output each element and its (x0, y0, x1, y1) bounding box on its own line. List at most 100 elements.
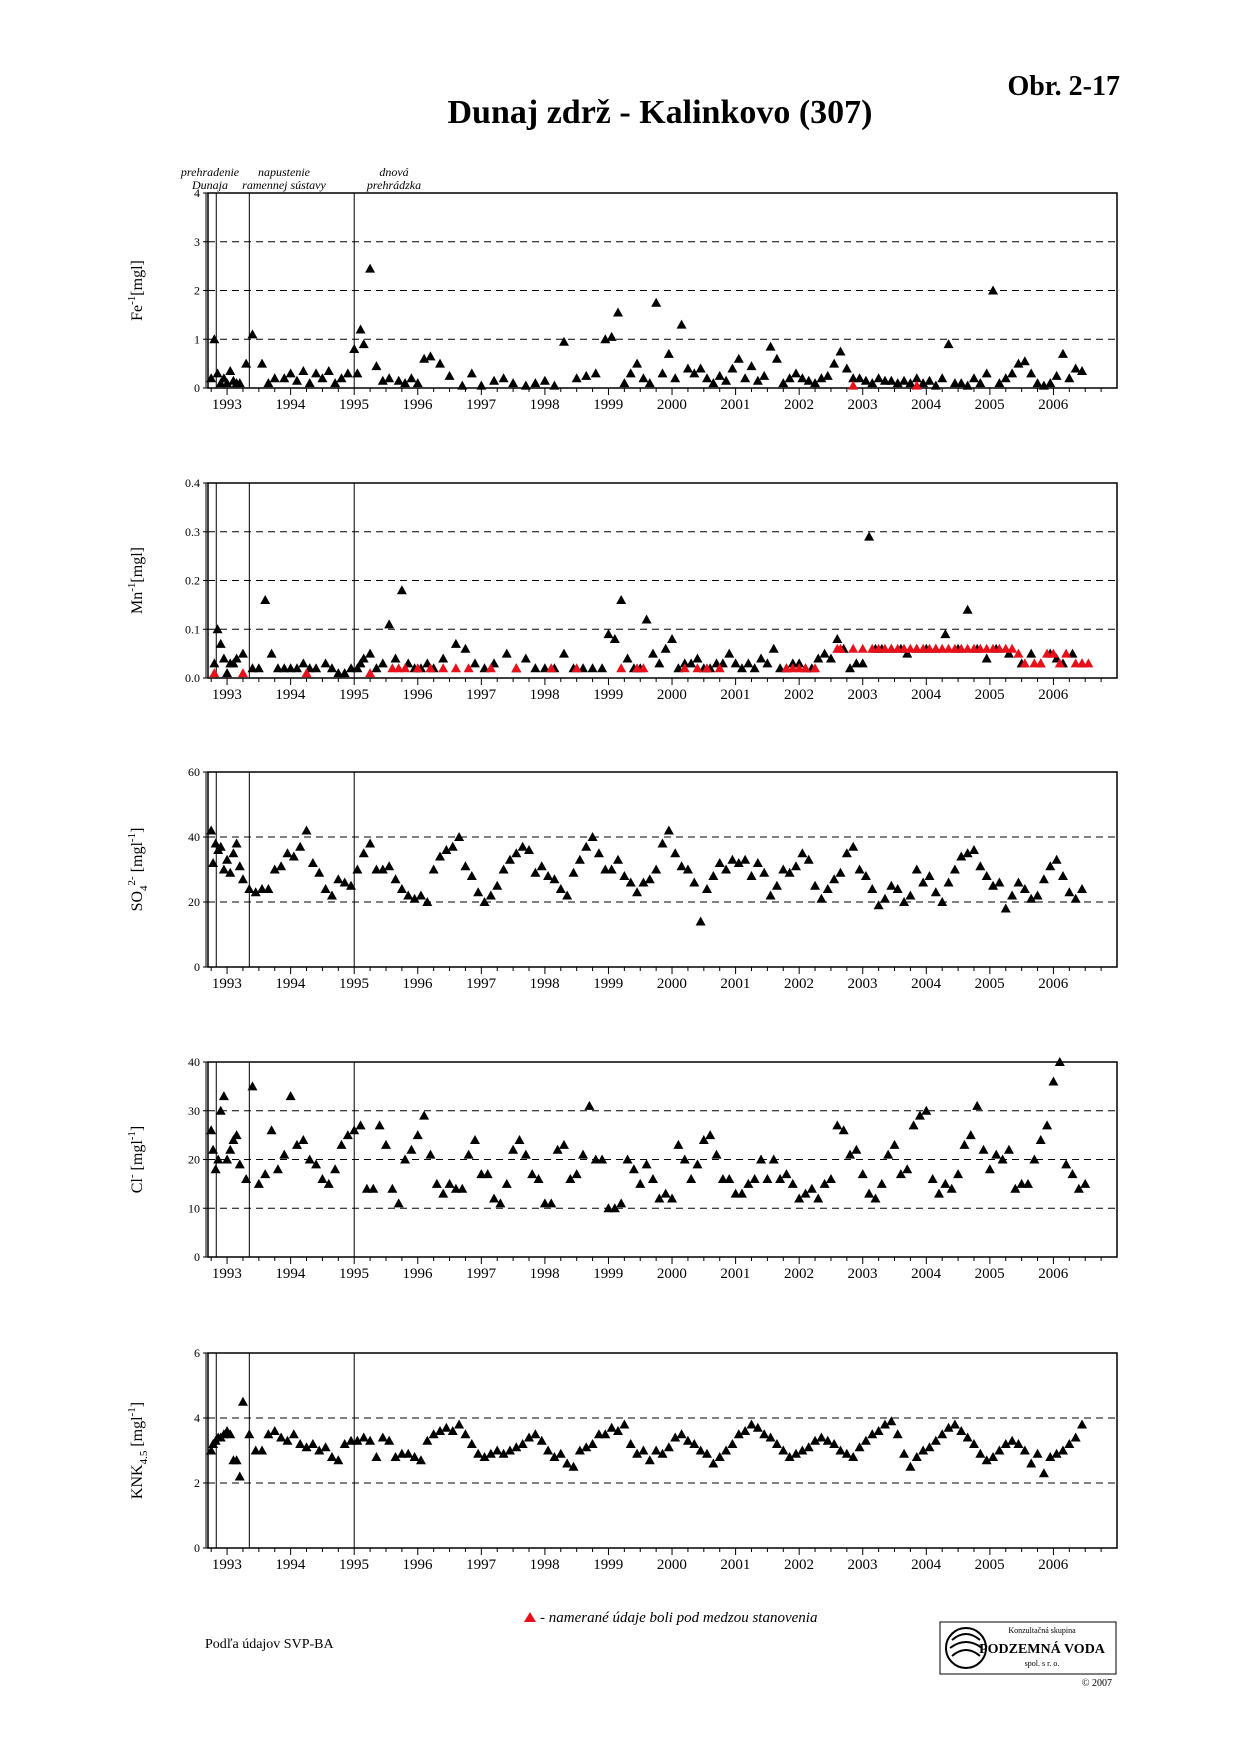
data-point-mn (730, 658, 741, 668)
data-point-knk (288, 1429, 299, 1439)
data-point-mn (940, 629, 951, 639)
below-limit-point-mn (400, 663, 411, 673)
data-point-fe (721, 375, 732, 385)
data-point-cl (953, 1169, 964, 1179)
below-limit-point-mn (787, 663, 798, 673)
data-point-cl (552, 1144, 563, 1154)
data-point-so4 (587, 832, 598, 841)
y-tick-label-cl: 10 (188, 1201, 200, 1215)
data-point-mn (667, 634, 678, 643)
data-point-so4 (759, 867, 770, 877)
data-point-mn (291, 663, 302, 673)
data-point-cl (698, 1135, 709, 1144)
data-point-fe (937, 373, 948, 383)
data-point-fe (784, 373, 795, 383)
y-tick-label-mn: 0.0 (185, 671, 200, 685)
data-point-knk (905, 1461, 916, 1471)
below-limit-point-mn (949, 643, 960, 653)
data-point-cl (597, 1154, 608, 1164)
data-point-fe (1019, 356, 1030, 366)
data-point-fe (358, 339, 369, 349)
data-point-mn (775, 663, 786, 673)
data-point-so4 (409, 893, 420, 903)
data-point-so4 (536, 861, 547, 871)
data-point-mn (597, 663, 608, 673)
data-point-mn (743, 658, 754, 668)
x-tick-label-so4: 2005 (975, 976, 1005, 992)
y-tick-label-mn: 0.4 (185, 476, 200, 490)
data-point-fe (682, 363, 693, 373)
data-point-cl (609, 1203, 620, 1213)
data-point-cl (1029, 1154, 1040, 1164)
data-point-knk (479, 1452, 490, 1461)
data-point-so4 (822, 884, 833, 893)
data-point-mn (1003, 648, 1014, 658)
data-point-cl (349, 1125, 360, 1135)
data-point-fe (924, 375, 935, 385)
data-point-fe (930, 380, 941, 390)
data-point-cl (206, 1125, 217, 1135)
data-point-fe (994, 378, 1005, 388)
x-tick-label-fe: 2003 (848, 397, 878, 413)
y-tick-label-mn: 0.2 (185, 574, 200, 588)
x-tick-label-knk: 2001 (720, 1557, 750, 1573)
data-point-fe (911, 373, 922, 383)
data-point-knk (949, 1419, 960, 1429)
below-limit-point-mn (994, 643, 1005, 653)
data-point-so4 (701, 884, 712, 893)
data-point-fe (873, 373, 884, 383)
data-point-knk (250, 1445, 261, 1455)
data-point-knk (320, 1442, 331, 1452)
x-tick-label-cl: 2000 (657, 1266, 687, 1282)
x-tick-label-so4: 1994 (275, 976, 306, 992)
below-limit-point-mn (1042, 648, 1053, 658)
data-point-fe (657, 368, 668, 378)
below-limit-point-mn (1061, 648, 1072, 658)
data-point-so4 (956, 851, 967, 861)
data-point-cl (654, 1193, 665, 1203)
y-axis-label-part-fe: [mgl (129, 265, 146, 296)
data-point-so4 (492, 880, 503, 890)
data-point-cl (225, 1144, 236, 1154)
data-point-knk (759, 1429, 770, 1439)
x-tick-label-mn: 1998 (530, 687, 560, 703)
y-axis-label-part-knk: -1 (126, 1407, 138, 1416)
data-point-mn (749, 663, 760, 673)
data-point-cl (1003, 1144, 1014, 1154)
data-point-mn (266, 648, 277, 658)
data-point-so4 (879, 893, 890, 903)
data-point-cl (218, 1091, 229, 1101)
data-point-so4 (733, 858, 744, 867)
below-limit-point-mn (638, 663, 649, 673)
data-point-cl (501, 1178, 512, 1188)
below-limit-point-mn (1029, 658, 1040, 668)
data-point-so4 (473, 887, 484, 897)
data-point-knk (899, 1448, 910, 1458)
data-point-fe (759, 370, 770, 380)
data-point-cl (838, 1125, 849, 1135)
y-axis-label-cl: Cl- [mgl-1] (126, 1126, 146, 1194)
y-tick-label-cl: 40 (188, 1055, 200, 1069)
x-tick-label-so4: 2001 (720, 976, 750, 992)
data-point-fe (790, 368, 801, 378)
data-point-so4 (676, 861, 687, 871)
data-point-fe (848, 373, 859, 383)
below-limit-point-mn (794, 663, 805, 673)
data-point-knk (873, 1426, 884, 1435)
x-tick-label-knk: 1996 (403, 1557, 434, 1573)
data-point-cl (266, 1125, 277, 1135)
x-tick-label-knk: 1993 (212, 1557, 242, 1573)
data-point-fe (899, 375, 910, 385)
data-point-cl (495, 1198, 506, 1208)
data-point-knk (924, 1442, 935, 1452)
x-tick-label-mn: 2000 (657, 687, 687, 703)
data-point-fe (400, 378, 411, 388)
data-point-so4 (1064, 887, 1075, 897)
data-point-knk (234, 1471, 245, 1481)
data-point-so4 (250, 887, 261, 897)
below-limit-point-mn (1035, 658, 1046, 668)
data-point-cl (1023, 1178, 1034, 1188)
data-point-so4 (695, 916, 706, 926)
data-point-cl (514, 1135, 525, 1144)
data-point-so4 (854, 864, 865, 874)
